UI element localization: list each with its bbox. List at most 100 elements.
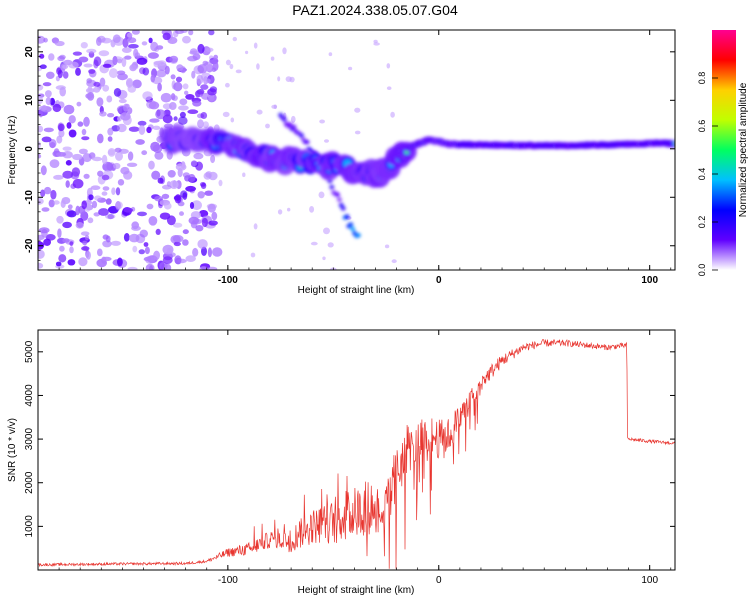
noise-blob: [48, 53, 55, 61]
noise-blob: [120, 112, 131, 121]
noise-blob: [202, 60, 209, 66]
noise-blob: [151, 170, 161, 180]
y-tick-label: -10: [24, 190, 35, 205]
noise-blob: [141, 150, 148, 156]
noise-blob: [213, 54, 218, 60]
noise-blob: [190, 160, 198, 167]
noise-blob: [67, 204, 73, 210]
noise-blob: [112, 55, 118, 66]
colorbar: 0.0 0.2 0.4 0.6 0.8 Normalized spectral ampl…: [697, 30, 749, 276]
noise-blob: [76, 101, 82, 107]
snr-panel: -100 0 100 1000 2000 3000 4000 5000 Height of s…: [7, 329, 676, 596]
noise-blob: [41, 136, 52, 143]
colorbar-tick-label: 0.8: [697, 72, 707, 85]
noise-blob: [82, 240, 88, 246]
track-blob: [344, 214, 350, 220]
colorbar-gradient: [712, 30, 736, 270]
noise-blob: [61, 197, 71, 205]
noise-blob: [117, 257, 123, 267]
track-blob: [291, 124, 297, 130]
noise-blob: [204, 190, 213, 196]
noise-blob: [66, 210, 77, 218]
noise-blob: [59, 245, 65, 252]
noise-blob: [309, 206, 315, 213]
snr-xlabel: Height of straight line (km): [298, 585, 415, 596]
noise-blob: [69, 241, 74, 247]
noise-blob: [121, 57, 127, 68]
noise-blob: [83, 63, 93, 68]
ridge-band: [159, 125, 675, 188]
noise-blob: [191, 70, 196, 79]
noise-blob: [354, 130, 361, 135]
noise-blob: [136, 57, 148, 65]
noise-blob: [148, 216, 158, 226]
x-tick-label: 100: [641, 275, 658, 286]
x-tick-label: 0: [436, 575, 442, 586]
noise-blob: [107, 136, 113, 142]
noise-blob: [173, 241, 181, 247]
noise-blob: [250, 252, 256, 258]
noise-blob: [38, 84, 44, 91]
noise-blob: [178, 105, 189, 111]
noise-blob: [310, 241, 318, 246]
noise-blob: [117, 179, 125, 186]
noise-blob: [63, 104, 75, 115]
noise-blob: [115, 187, 121, 196]
noise-blob: [42, 82, 52, 87]
noise-blob: [166, 247, 172, 254]
noise-blob: [161, 193, 170, 199]
noise-blob: [185, 255, 196, 262]
noise-blob: [162, 256, 173, 264]
noise-blob: [87, 217, 94, 224]
noise-blob: [80, 231, 90, 236]
y-tick-label: 2000: [24, 471, 35, 494]
noise-blob: [62, 71, 69, 79]
noise-blob: [282, 47, 287, 55]
noise-blob: [38, 262, 44, 269]
snr-series-line: [38, 339, 675, 569]
track-blob: [336, 197, 342, 203]
noise-blob: [132, 245, 138, 253]
noise-blob: [197, 119, 204, 129]
noise-blob: [91, 156, 103, 162]
noise-blob: [206, 78, 211, 84]
noise-blob: [150, 74, 156, 83]
noise-blob: [115, 151, 123, 161]
noise-blob: [188, 216, 200, 225]
noise-blob: [41, 207, 50, 212]
noise-blob: [197, 191, 205, 199]
noise-blob: [170, 74, 176, 80]
noise-blob: [277, 209, 283, 215]
noise-blob: [93, 86, 101, 93]
noise-blob: [116, 70, 126, 76]
colorbar-tick-label: 0.0: [697, 264, 707, 277]
noise-blob: [49, 159, 60, 169]
noise-blob: [93, 212, 100, 217]
noise-blob: [106, 95, 113, 103]
noise-blob: [81, 128, 87, 136]
noise-blob: [126, 162, 138, 167]
noise-blob: [101, 37, 112, 44]
noise-blob: [101, 154, 108, 165]
noise-blob: [87, 85, 93, 92]
noise-blob: [143, 242, 149, 247]
noise-blob: [131, 221, 139, 230]
noise-blob: [192, 100, 202, 107]
x-tick-label: -100: [218, 275, 238, 286]
noise-blob: [157, 60, 167, 66]
noise-blob: [225, 82, 230, 88]
noise-blob: [197, 43, 205, 54]
noise-blob: [185, 94, 195, 100]
noise-blob: [202, 121, 209, 129]
noise-blob: [50, 97, 55, 106]
noise-blob: [199, 266, 208, 270]
noise-blob: [182, 172, 190, 178]
noise-blob: [150, 41, 159, 52]
noise-blob: [69, 246, 74, 254]
noise-blob: [107, 113, 115, 118]
noise-blob: [68, 129, 77, 138]
noise-blob: [131, 30, 140, 35]
noise-blob: [192, 247, 199, 257]
y-tick-label: 10: [24, 94, 35, 106]
